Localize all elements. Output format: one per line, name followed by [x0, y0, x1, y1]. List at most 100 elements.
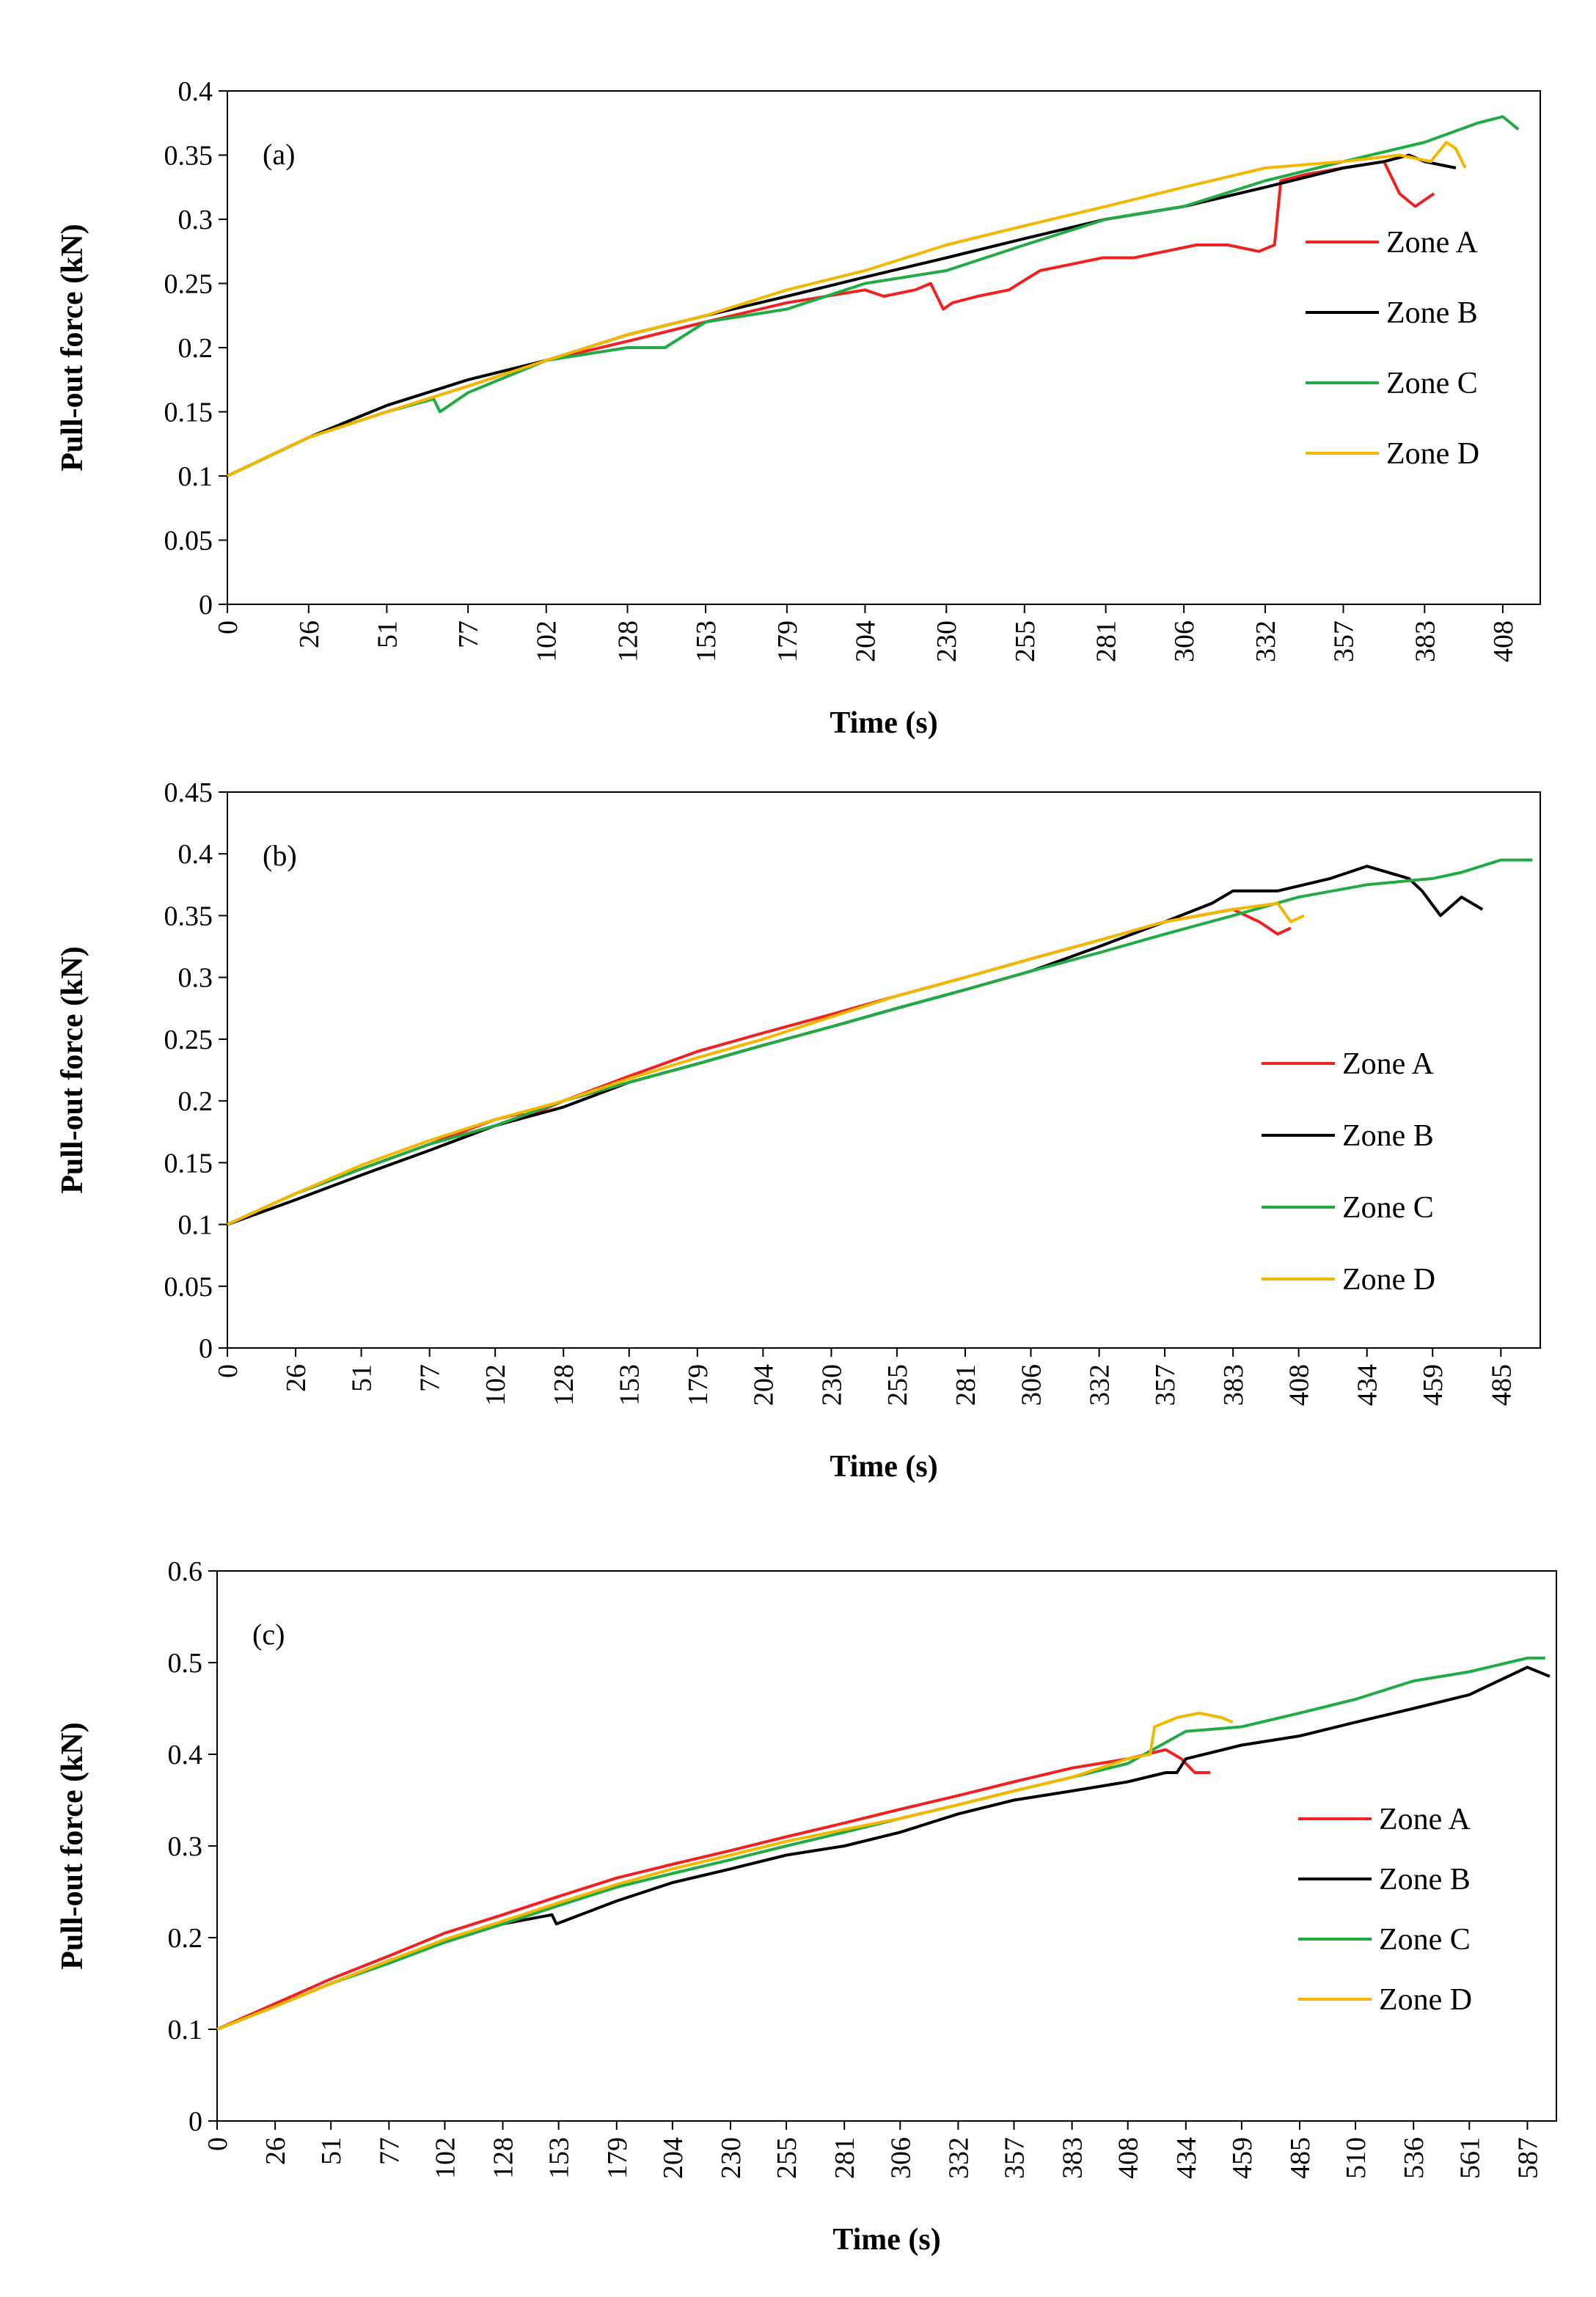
y-tick-label: 0	[199, 590, 213, 620]
x-tick-label: 408	[1488, 620, 1519, 662]
x-tick-label: 255	[882, 1364, 913, 1406]
y-tick-label: 0.2	[168, 1923, 203, 1954]
chart-panel-c: 0 0.1 0.2 0.3 0.4 0.5 0.6 0 26 51 77 102 128 153 179 20…	[56, 1556, 1557, 2257]
x-tick-label: 587	[1512, 2137, 1543, 2179]
x-axis-title: Time (s)	[830, 706, 937, 740]
x-tick-label: 408	[1113, 2137, 1144, 2179]
x-tick-label: 383	[1058, 2137, 1088, 2179]
y-tick-label: 0.3	[178, 963, 213, 994]
x-tick-label: 153	[615, 1364, 645, 1406]
series-line-zone-b	[227, 153, 1457, 477]
panel-label: (b)	[263, 839, 297, 872]
legend-label: Zone B	[1379, 1863, 1471, 1897]
x-tick-label: 179	[772, 620, 803, 662]
y-tick-label: 0.45	[164, 777, 213, 808]
legend-label: Zone D	[1379, 1983, 1472, 2017]
x-tick-label: 26	[281, 1364, 312, 1392]
x-tick-label: 179	[602, 2137, 633, 2179]
x-tick-label: 255	[1010, 620, 1041, 662]
y-tick-label: 0.4	[178, 839, 213, 870]
y-axis-title: Pull-out force (kN)	[56, 1722, 89, 1970]
legend-label: Zone C	[1386, 367, 1478, 400]
y-tick-label: 0.05	[164, 1272, 213, 1303]
x-tick-label: 128	[613, 620, 644, 662]
x-tick-label: 230	[816, 1364, 847, 1406]
x-tick-label: 510	[1341, 2137, 1372, 2179]
x-tick-label: 153	[544, 2137, 575, 2179]
x-tick-label: 26	[260, 2137, 291, 2165]
y-tick-label: 0.25	[164, 269, 213, 300]
legend-label: Zone A	[1386, 226, 1478, 260]
x-tick-label: 306	[1016, 1364, 1047, 1406]
y-tick-label: 0.4	[178, 76, 213, 107]
x-tick-label: 102	[532, 620, 563, 662]
x-tick-label: 51	[347, 1364, 378, 1392]
y-tick-label: 0.5	[168, 1648, 203, 1679]
y-tick-label: 0.2	[178, 333, 213, 364]
series-line-zone-d	[227, 141, 1467, 477]
series-line-zone-a	[227, 160, 1435, 477]
x-tick-label: 51	[372, 620, 403, 648]
series-line-zone-c	[216, 1656, 1545, 2031]
series-line-zone-c	[227, 858, 1533, 1226]
series-line-zone-a	[216, 1748, 1211, 2031]
x-tick-label: 485	[1486, 1364, 1517, 1406]
x-tick-label: 77	[374, 2137, 405, 2165]
series-line-zone-a	[227, 908, 1292, 1226]
y-tick-label: 0.3	[178, 205, 213, 235]
x-tick-label: 332	[1085, 1364, 1116, 1406]
x-tick-label: 230	[931, 620, 962, 662]
x-tick-label: 0	[202, 2137, 233, 2151]
chart-panel-a: 0 0.05 0.1 0.15 0.2 0.25 0.3 0.35 0.4 0 26 51 77 102 1…	[56, 76, 1541, 740]
x-tick-label: 306	[885, 2137, 916, 2179]
x-tick-label: 459	[1418, 1364, 1449, 1406]
legend-label: Zone B	[1386, 296, 1478, 330]
x-tick-label: 306	[1169, 620, 1200, 662]
plot-frame	[227, 791, 1541, 1349]
legend-label: Zone D	[1386, 437, 1479, 471]
x-tick-label: 332	[1251, 620, 1281, 662]
y-tick-label: 0.1	[178, 461, 213, 492]
legend-label: Zone A	[1379, 1803, 1471, 1836]
x-tick-label: 536	[1399, 2137, 1430, 2179]
y-tick-label: 0.3	[168, 1831, 203, 1862]
x-tick-label: 204	[658, 2137, 689, 2179]
x-tick-label: 204	[748, 1364, 779, 1406]
x-tick-label: 51	[316, 2137, 347, 2165]
legend-label: Zone A	[1342, 1047, 1434, 1081]
x-tick-label: 281	[951, 1364, 981, 1406]
x-tick-label: 179	[683, 1364, 714, 1406]
x-tick-label: 230	[716, 2137, 747, 2179]
x-tick-label: 26	[294, 620, 325, 648]
y-axis-title: Pull-out force (kN)	[56, 224, 89, 472]
y-tick-label: 0.35	[164, 901, 213, 931]
y-tick-label: 0	[199, 1333, 213, 1364]
x-tick-label: 357	[999, 2137, 1030, 2179]
x-tick-label: 408	[1284, 1364, 1315, 1406]
x-tick-label: 77	[415, 1364, 446, 1392]
y-tick-label: 0.1	[178, 1210, 213, 1241]
legend-label: Zone D	[1342, 1263, 1435, 1297]
x-tick-label: 434	[1352, 1364, 1383, 1406]
x-axis-title: Time (s)	[830, 1450, 937, 1484]
series-line-zone-b	[216, 1666, 1551, 2031]
y-tick-label: 0.15	[164, 398, 213, 428]
x-tick-label: 357	[1329, 620, 1360, 662]
x-tick-label: 357	[1150, 1364, 1181, 1406]
y-tick-label: 0.15	[164, 1148, 213, 1179]
plot-frame	[216, 1570, 1557, 2122]
panel-label: (a)	[263, 138, 295, 171]
x-tick-label: 281	[1091, 620, 1122, 662]
x-tick-label: 128	[549, 1364, 579, 1406]
y-tick-label: 0.6	[168, 1556, 203, 1587]
x-tick-label: 383	[1218, 1364, 1249, 1406]
x-tick-label: 0	[213, 620, 244, 634]
y-tick-label: 0	[188, 2106, 202, 2137]
x-tick-label: 204	[850, 620, 881, 662]
x-tick-label: 485	[1285, 2137, 1316, 2179]
series-line-zone-d	[227, 901, 1305, 1226]
x-tick-label: 102	[480, 1364, 511, 1406]
x-tick-label: 434	[1171, 2137, 1202, 2179]
y-tick-label: 0.35	[164, 141, 213, 172]
